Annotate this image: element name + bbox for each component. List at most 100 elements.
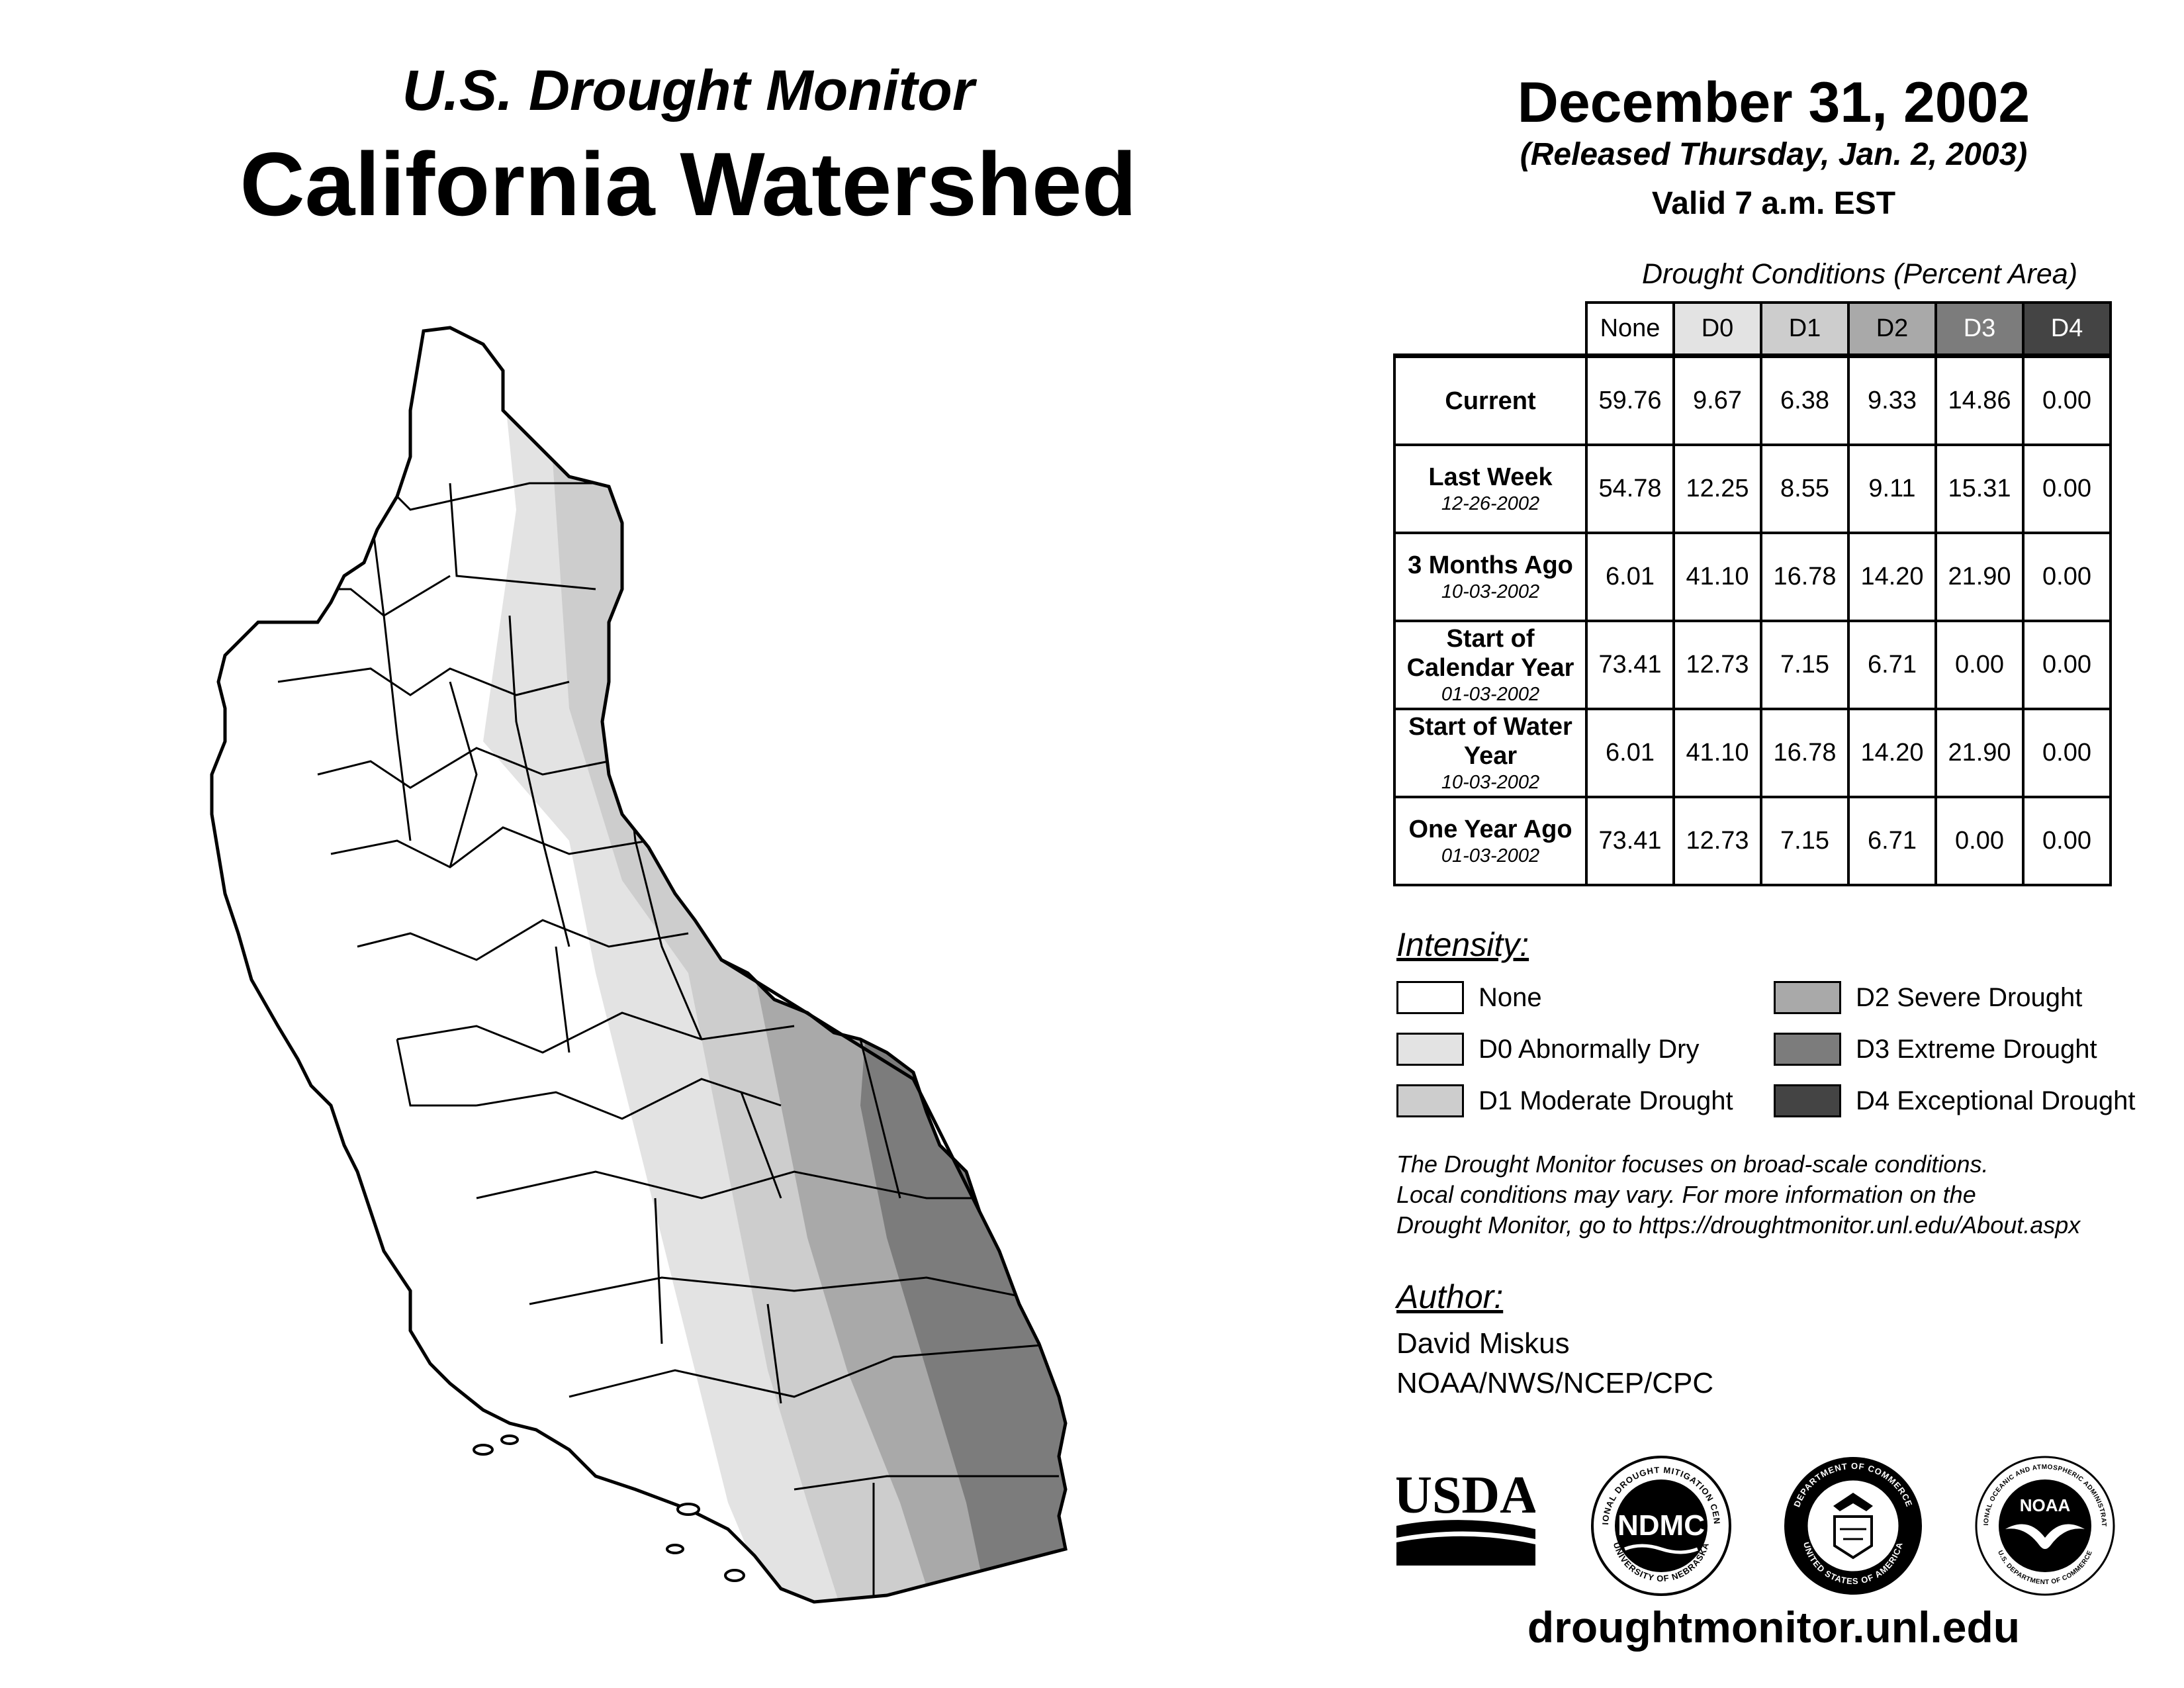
table-corner-cell — [1394, 303, 1588, 357]
cell: 0.00 — [2022, 796, 2112, 886]
cell: 9.67 — [1672, 353, 1762, 446]
legend-none: None — [1396, 981, 1542, 1014]
channel-islands — [473, 1434, 745, 1582]
legend-d3: D3 Extreme Drought — [1774, 1033, 2097, 1066]
cell: 9.11 — [1847, 444, 1937, 534]
svg-text:NDMC: NDMC — [1617, 1509, 1705, 1542]
legend-d1: D1 Moderate Drought — [1396, 1084, 1733, 1117]
doc-seal-logo: DEPARTMENT OF COMMERCE UNITED STATES OF … — [1784, 1457, 1922, 1595]
legend-label: D0 Abnormally Dry — [1479, 1034, 1700, 1064]
footer-url[interactable]: droughtmonitor.unl.edu — [1527, 1603, 2021, 1652]
cell: 16.78 — [1760, 708, 1850, 798]
california-outline — [210, 326, 1068, 1604]
cell: 0.00 — [1934, 620, 2025, 710]
table-row: Start of Calendar Year 01-03-2002 73.41 1… — [1393, 620, 2112, 710]
cell: 15.31 — [1934, 444, 2025, 534]
cell: 0.00 — [1934, 796, 2025, 886]
row-label-one-year-ago: One Year Ago 01-03-2002 — [1393, 796, 1588, 886]
table-caption: Drought Conditions (Percent Area) — [1641, 258, 2078, 290]
row-label-current: Current — [1393, 353, 1588, 446]
header-none: None — [1585, 301, 1675, 357]
cell: 0.00 — [2022, 353, 2112, 446]
legend-label: D1 Moderate Drought — [1479, 1086, 1733, 1115]
legend-label: D2 Severe Drought — [1856, 982, 2083, 1012]
noaa-logo: NATIONAL OCEANIC AND ATMOSPHERIC ADMINIS… — [1972, 1453, 2115, 1596]
map-subtitle: U.S. Drought Monitor — [402, 59, 975, 122]
cell: 6.01 — [1585, 532, 1675, 622]
cell: 54.78 — [1585, 444, 1675, 534]
california-watershed-map — [210, 326, 1068, 1604]
legend-swatch-none — [1396, 981, 1464, 1014]
header-d4: D4 — [2022, 301, 2112, 357]
row-label-last-week: Last Week 12-26-2002 — [1393, 444, 1588, 534]
header-d2: D2 — [1847, 301, 1937, 357]
table-row: One Year Ago 01-03-2002 73.41 12.73 7.15 … — [1393, 796, 2112, 886]
cell: 0.00 — [2022, 620, 2112, 710]
author-org: NOAA/NWS/NCEP/CPC — [1396, 1367, 1714, 1399]
legend-label: None — [1479, 982, 1542, 1012]
cell: 73.41 — [1585, 620, 1675, 710]
cell: 41.10 — [1672, 532, 1762, 622]
table-row: Last Week 12-26-2002 54.78 12.25 8.55 9.1… — [1393, 444, 2112, 534]
disclaimer-line: The Drought Monitor focuses on broad-sca… — [1396, 1150, 1989, 1178]
cell: 6.71 — [1847, 620, 1937, 710]
legend-swatch-d3 — [1774, 1033, 1841, 1066]
author-block: David Miskus NOAA/NWS/NCEP/CPC — [1396, 1324, 1713, 1403]
row-label-start-of-calendar-year: Start of Calendar Year 01-03-2002 — [1393, 620, 1588, 710]
cell: 6.38 — [1760, 353, 1850, 446]
cell: 21.90 — [1934, 708, 2025, 798]
cell: 12.73 — [1672, 796, 1762, 886]
watershed-boundaries — [225, 482, 1060, 1602]
drought-shading — [483, 328, 1066, 1602]
cell: 6.01 — [1585, 708, 1675, 798]
svg-text:USDA: USDA — [1396, 1466, 1535, 1524]
ndmc-logo: NATIONAL DROUGHT MITIGATION CENTER UNIVE… — [1588, 1453, 1731, 1596]
legend-label: D4 Exceptional Drought — [1856, 1086, 2136, 1115]
author-title: Author: — [1396, 1278, 1504, 1315]
legend-d2: D2 Severe Drought — [1774, 981, 2082, 1014]
table-header-row: None D0 D1 D2 D3 D4 — [1394, 301, 2112, 357]
usda-logo: USDA — [1396, 1466, 1535, 1566]
author-name: David Miskus — [1396, 1327, 1570, 1360]
cell: 7.15 — [1760, 796, 1850, 886]
legend-label: D3 Extreme Drought — [1856, 1034, 2097, 1064]
legend-d4: D4 Exceptional Drought — [1774, 1084, 2135, 1117]
row-label-start-of-water-year: Start of Water Year 10-03-2002 — [1393, 708, 1588, 798]
drought-conditions-table: None D0 D1 D2 D3 D4 Current 59.76 9.67 6… — [1393, 301, 2112, 886]
disclaimer: The Drought Monitor focuses on broad-sca… — [1396, 1149, 2158, 1241]
cell: 0.00 — [2022, 708, 2112, 798]
table-row: Start of Water Year 10-03-2002 6.01 41.10… — [1393, 708, 2112, 798]
cell: 9.33 — [1847, 353, 1937, 446]
disclaimer-line: Drought Monitor, go to https://droughtmo… — [1396, 1211, 2081, 1239]
legend-swatch-d4 — [1774, 1084, 1841, 1117]
cell: 14.20 — [1847, 708, 1937, 798]
table-row: Current 59.76 9.67 6.38 9.33 14.86 0.00 — [1393, 353, 2112, 446]
map-title: California Watershed — [240, 134, 1137, 234]
header-d0: D0 — [1672, 301, 1762, 357]
map-date: December 31, 2002 — [1517, 71, 2030, 134]
cell: 12.73 — [1672, 620, 1762, 710]
release-date: (Released Thursday, Jan. 2, 2003) — [1520, 137, 2028, 172]
cell: 0.00 — [2022, 444, 2112, 534]
intensity-title: Intensity: — [1396, 926, 1529, 963]
cell: 73.41 — [1585, 796, 1675, 886]
cell: 6.71 — [1847, 796, 1937, 886]
table-row: 3 Months Ago 10-03-2002 6.01 41.10 16.78 … — [1393, 532, 2112, 622]
legend-d0: D0 Abnormally Dry — [1396, 1033, 1699, 1066]
svg-text:NOAA: NOAA — [2020, 1495, 2071, 1515]
cell: 14.20 — [1847, 532, 1937, 622]
cell: 16.78 — [1760, 532, 1850, 622]
header-d1: D1 — [1760, 301, 1850, 357]
cell: 21.90 — [1934, 532, 2025, 622]
cell: 0.00 — [2022, 532, 2112, 622]
cell: 12.25 — [1672, 444, 1762, 534]
cell: 41.10 — [1672, 708, 1762, 798]
cell: 7.15 — [1760, 620, 1850, 710]
cell: 59.76 — [1585, 353, 1675, 446]
legend-swatch-d1 — [1396, 1084, 1464, 1117]
header-d3: D3 — [1934, 301, 2025, 357]
cell: 14.86 — [1934, 353, 2025, 446]
row-label-3-months-ago: 3 Months Ago 10-03-2002 — [1393, 532, 1588, 622]
legend-swatch-d0 — [1396, 1033, 1464, 1066]
legend-swatch-d2 — [1774, 981, 1841, 1014]
